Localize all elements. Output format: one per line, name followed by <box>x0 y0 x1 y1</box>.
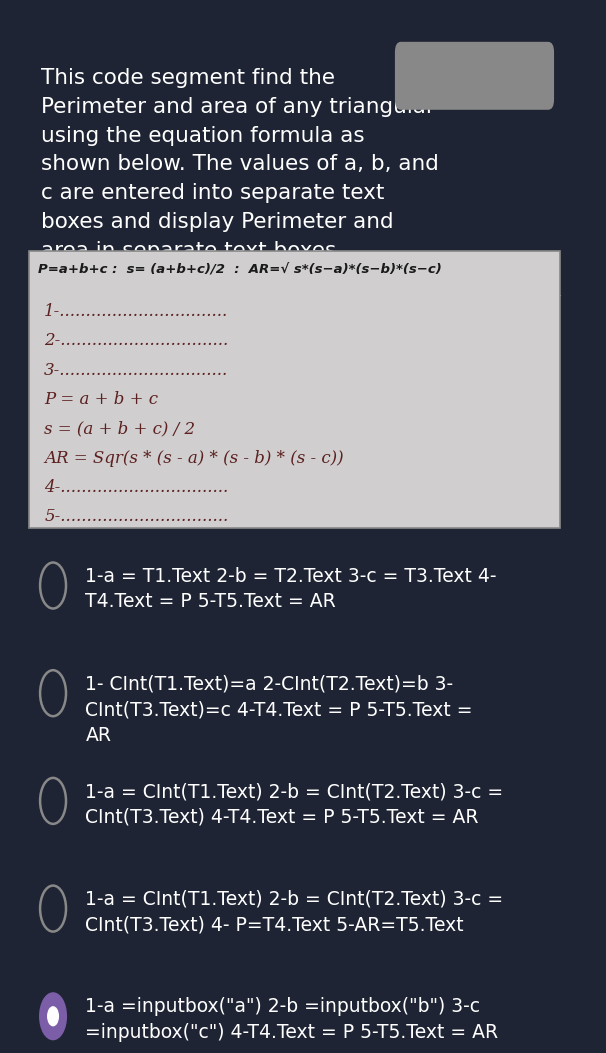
Text: 3-................................: 3-................................ <box>44 362 228 379</box>
Text: P = a + b + c: P = a + b + c <box>44 391 158 408</box>
FancyBboxPatch shape <box>395 42 554 110</box>
Text: AR = Sqr(s * (s - a) * (s - b) * (s - c)): AR = Sqr(s * (s - a) * (s - b) * (s - c)… <box>44 450 344 466</box>
Text: 4-................................: 4-................................ <box>44 479 228 496</box>
Circle shape <box>48 1007 58 1026</box>
Text: 1-a = CInt(T1.Text) 2-b = CInt(T2.Text) 3-c =
CInt(T3.Text) 4- P=T4.Text 5-AR=T5: 1-a = CInt(T1.Text) 2-b = CInt(T2.Text) … <box>85 890 504 934</box>
Text: P=a+b+c :  s= (a+b+c)/2  :  AR=√ s*(s−a)*(s−b)*(s−c): P=a+b+c : s= (a+b+c)/2 : AR=√ s*(s−a)*(s… <box>38 263 442 277</box>
Text: 1-................................: 1-................................ <box>44 303 228 320</box>
Text: 1-a = T1.Text 2-b = T2.Text 3-c = T3.Text 4-
T4.Text = P 5-T5.Text = AR: 1-a = T1.Text 2-b = T2.Text 3-c = T3.Tex… <box>85 567 497 612</box>
Text: 1-a =inputbox("a") 2-b =inputbox("b") 3-c
=inputbox("c") 4-T4.Text = P 5-T5.Text: 1-a =inputbox("a") 2-b =inputbox("b") 3-… <box>85 997 499 1042</box>
Text: 2-................................: 2-................................ <box>44 333 228 350</box>
Circle shape <box>40 993 66 1039</box>
Text: 1-a = CInt(T1.Text) 2-b = CInt(T2.Text) 3-c =
CInt(T3.Text) 4-T4.Text = P 5-T5.T: 1-a = CInt(T1.Text) 2-b = CInt(T2.Text) … <box>85 782 504 827</box>
Text: 1- CInt(T1.Text)=a 2-CInt(T2.Text)=b 3-
CInt(T3.Text)=c 4-T4.Text = P 5-T5.Text : 1- CInt(T1.Text)=a 2-CInt(T2.Text)=b 3- … <box>85 674 473 744</box>
FancyBboxPatch shape <box>30 251 560 528</box>
Text: s = (a + b + c) / 2: s = (a + b + c) / 2 <box>44 420 195 437</box>
Text: This code segment find the
Perimeter and area of any triangular
using the equati: This code segment find the Perimeter and… <box>41 68 439 261</box>
Text: 5-................................: 5-................................ <box>44 509 228 525</box>
